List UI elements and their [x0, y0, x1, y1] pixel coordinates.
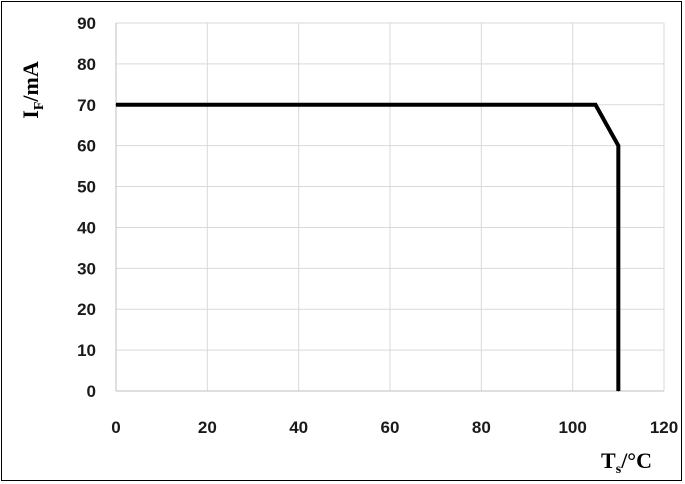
series-point [617, 390, 619, 392]
y-tick-label: 0 [87, 382, 96, 401]
x-axis-title-main: T [601, 448, 616, 473]
x-axis-title-subscript: s [616, 462, 622, 477]
x-tick-label: 60 [381, 418, 400, 437]
grid-layer [116, 22, 665, 391]
y-axis-title: IF/mA [18, 61, 47, 119]
series-line [116, 102, 621, 391]
y-tick-label: 60 [77, 137, 96, 156]
y-axis-title-main: I [18, 110, 43, 119]
y-tick-label: 40 [77, 218, 96, 237]
x-tick-label: 40 [289, 418, 308, 437]
y-tick-label: 80 [77, 55, 96, 74]
y-tick-label: 30 [77, 259, 96, 278]
y-tick-label: 10 [77, 341, 96, 360]
y-tick-label: 70 [77, 96, 96, 115]
x-tick-label: 80 [472, 418, 491, 437]
series-layer [115, 102, 621, 392]
x-tick-label: 100 [558, 418, 586, 437]
x-axis-title-suffix: /°C [620, 448, 652, 473]
x-tick-label: 0 [111, 418, 120, 437]
x-tick-label: 120 [650, 418, 678, 437]
y-axis-title-suffix: /mA [18, 61, 43, 102]
axis-layer [115, 23, 664, 392]
y-tick-label: 20 [77, 300, 96, 319]
series-point [115, 104, 117, 106]
tick-layer: 0 10 20 30 40 50 60 70 80 90 0 20 40 60 80 100 120 [77, 14, 678, 437]
x-tick-label: 20 [198, 418, 217, 437]
y-tick-label: 50 [77, 178, 96, 197]
series-point [617, 145, 619, 147]
x-axis-title: Ts/°C [601, 448, 652, 477]
y-axis-title-subscript: F [32, 102, 47, 111]
y-tick-label: 90 [77, 14, 96, 33]
series-point [595, 104, 596, 106]
